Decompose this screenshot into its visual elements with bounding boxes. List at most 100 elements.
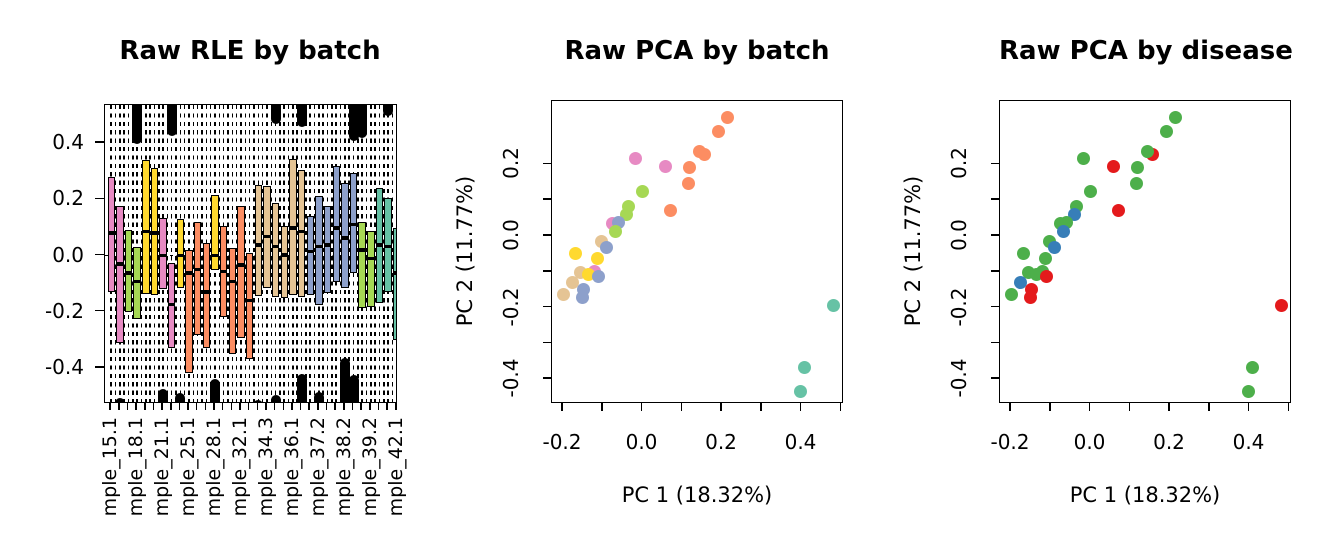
pca-disease-point: [1047, 240, 1061, 254]
rle-box: [323, 206, 332, 294]
whisker-dashed-line: [322, 105, 324, 402]
outlier-cluster-bottom: [270, 394, 281, 402]
rle-x-tick: [247, 403, 250, 410]
whisker-dashed-line: [170, 105, 173, 402]
outlier-cluster-bottom: [210, 378, 221, 402]
rle-box: [124, 230, 133, 312]
outlier-cluster-top: [357, 105, 368, 139]
rle-x-tick: [230, 403, 233, 410]
pca-batch-point: [568, 246, 582, 260]
rle-median-line: [133, 279, 141, 284]
pca-disease-y-tick-label: 0.2: [947, 147, 971, 180]
rle-x-tick-label: mple_32.1: [229, 417, 251, 517]
rle-median-line: [289, 226, 297, 230]
pca-batch-x-tick-label: 0.2: [705, 430, 737, 454]
rle-x-tick: [144, 403, 146, 410]
pca-batch-point: [698, 148, 711, 162]
whisker-dashed-line: [279, 105, 281, 402]
whisker-dashed-line: [331, 105, 333, 402]
pca-batch-x-tick: [839, 403, 842, 411]
pca-disease-point: [1083, 184, 1097, 198]
rle-plot-title: Raw RLE by batch: [119, 36, 381, 66]
rle-x-tick: [118, 403, 120, 410]
pca-disease-point: [1130, 161, 1144, 175]
rle-x-tick-label: mple_34.3: [255, 417, 277, 517]
pca-disease-y-tick: [991, 198, 999, 200]
pca-batch-x-tick: [680, 403, 683, 411]
pca-disease-point: [1106, 160, 1120, 174]
pca-batch-point: [711, 125, 725, 138]
whisker-dashed-line: [132, 105, 134, 402]
rle-median-line: [297, 229, 306, 234]
pca-disease-point: [1014, 276, 1028, 289]
whisker-dashed-line: [158, 105, 160, 402]
whisker-dashed-line: [357, 105, 359, 402]
pca-batch-point: [658, 160, 672, 174]
rle-box: [142, 160, 150, 294]
pca-disease-x-tick: [1088, 403, 1091, 411]
pca-disease-x-tick-label: 0.2: [1153, 430, 1185, 454]
rle-box: [280, 226, 288, 299]
rle-x-tick: [187, 403, 189, 410]
rle-plot-area: [104, 104, 397, 403]
pca-disease-y-tick-label: 0.0: [947, 219, 971, 251]
rle-x-tick-label: mple_39.2: [358, 417, 381, 517]
pca-batch-y-tick-label: -0.4: [499, 358, 523, 398]
whisker-dashed-line: [287, 105, 290, 402]
rle-median-line: [384, 244, 392, 249]
pca-batch-x-tick: [561, 403, 563, 411]
rle-box: [202, 243, 211, 349]
pca-disease-point: [1004, 288, 1018, 302]
rle-x-tick-label: mple_37.2: [306, 417, 329, 517]
pca-disease-y-tick: [991, 162, 999, 165]
rle-y-tick-label: 0.0: [52, 242, 84, 267]
pca-disease-y-tick: [991, 234, 999, 236]
rle-median-line: [176, 253, 185, 258]
rle-x-tick: [377, 403, 380, 410]
outlier-cluster-bottom: [114, 398, 125, 402]
pca-disease-point: [1246, 360, 1260, 374]
rle-x-tick: [308, 403, 310, 410]
rle-x-tick: [204, 403, 207, 410]
rle-x-tick: [178, 403, 181, 410]
rle-box: [332, 166, 340, 282]
rle-median-line: [159, 253, 167, 258]
rle-box: [185, 249, 193, 374]
pca-batch-y-tick: [543, 198, 551, 200]
pca-batch-x-tick: [601, 403, 603, 411]
rle-median-line: [306, 249, 314, 254]
pca-batch-y-tick-label: 0.0: [499, 219, 523, 251]
rle-x-tick: [282, 403, 285, 410]
pca-batch-point: [798, 360, 812, 374]
rle-x-tick-label: mple_42.1: [384, 417, 407, 517]
pca-batch-plot-area: [551, 100, 843, 403]
rle-median-line: [254, 243, 262, 247]
pca-batch-point: [566, 276, 580, 289]
rle-box: [194, 221, 202, 335]
rle-median-line: [142, 229, 150, 234]
rle-median-line: [358, 248, 366, 252]
pca-disease-point: [1130, 176, 1144, 190]
rle-median-line: [367, 256, 375, 261]
whisker-dashed-line: [183, 105, 186, 402]
whisker-dashed-line: [313, 105, 316, 402]
rle-x-tick: [170, 403, 172, 410]
whisker-dashed-line: [270, 105, 272, 402]
pca-disease-y-tick: [991, 270, 999, 272]
pca-batch-y-tick: [543, 162, 551, 165]
pca-batch-point: [682, 176, 696, 190]
pca-batch-point: [628, 152, 642, 166]
pca-disease-point: [1242, 385, 1256, 399]
rle-median-line: [220, 269, 228, 274]
outlier-cluster-top: [166, 105, 177, 136]
pca-batch-x-tick: [799, 403, 802, 411]
whisker-dashed-line: [218, 105, 221, 402]
pca-disease-point: [1056, 225, 1070, 239]
rle-box: [211, 194, 219, 270]
pca-disease-point: [1024, 291, 1038, 305]
rle-x-tick: [325, 403, 328, 410]
rle-box: [315, 196, 323, 305]
rle-median-line: [245, 298, 254, 303]
whisker-dashed-line: [374, 105, 376, 402]
pca-disease-point: [1159, 125, 1173, 138]
